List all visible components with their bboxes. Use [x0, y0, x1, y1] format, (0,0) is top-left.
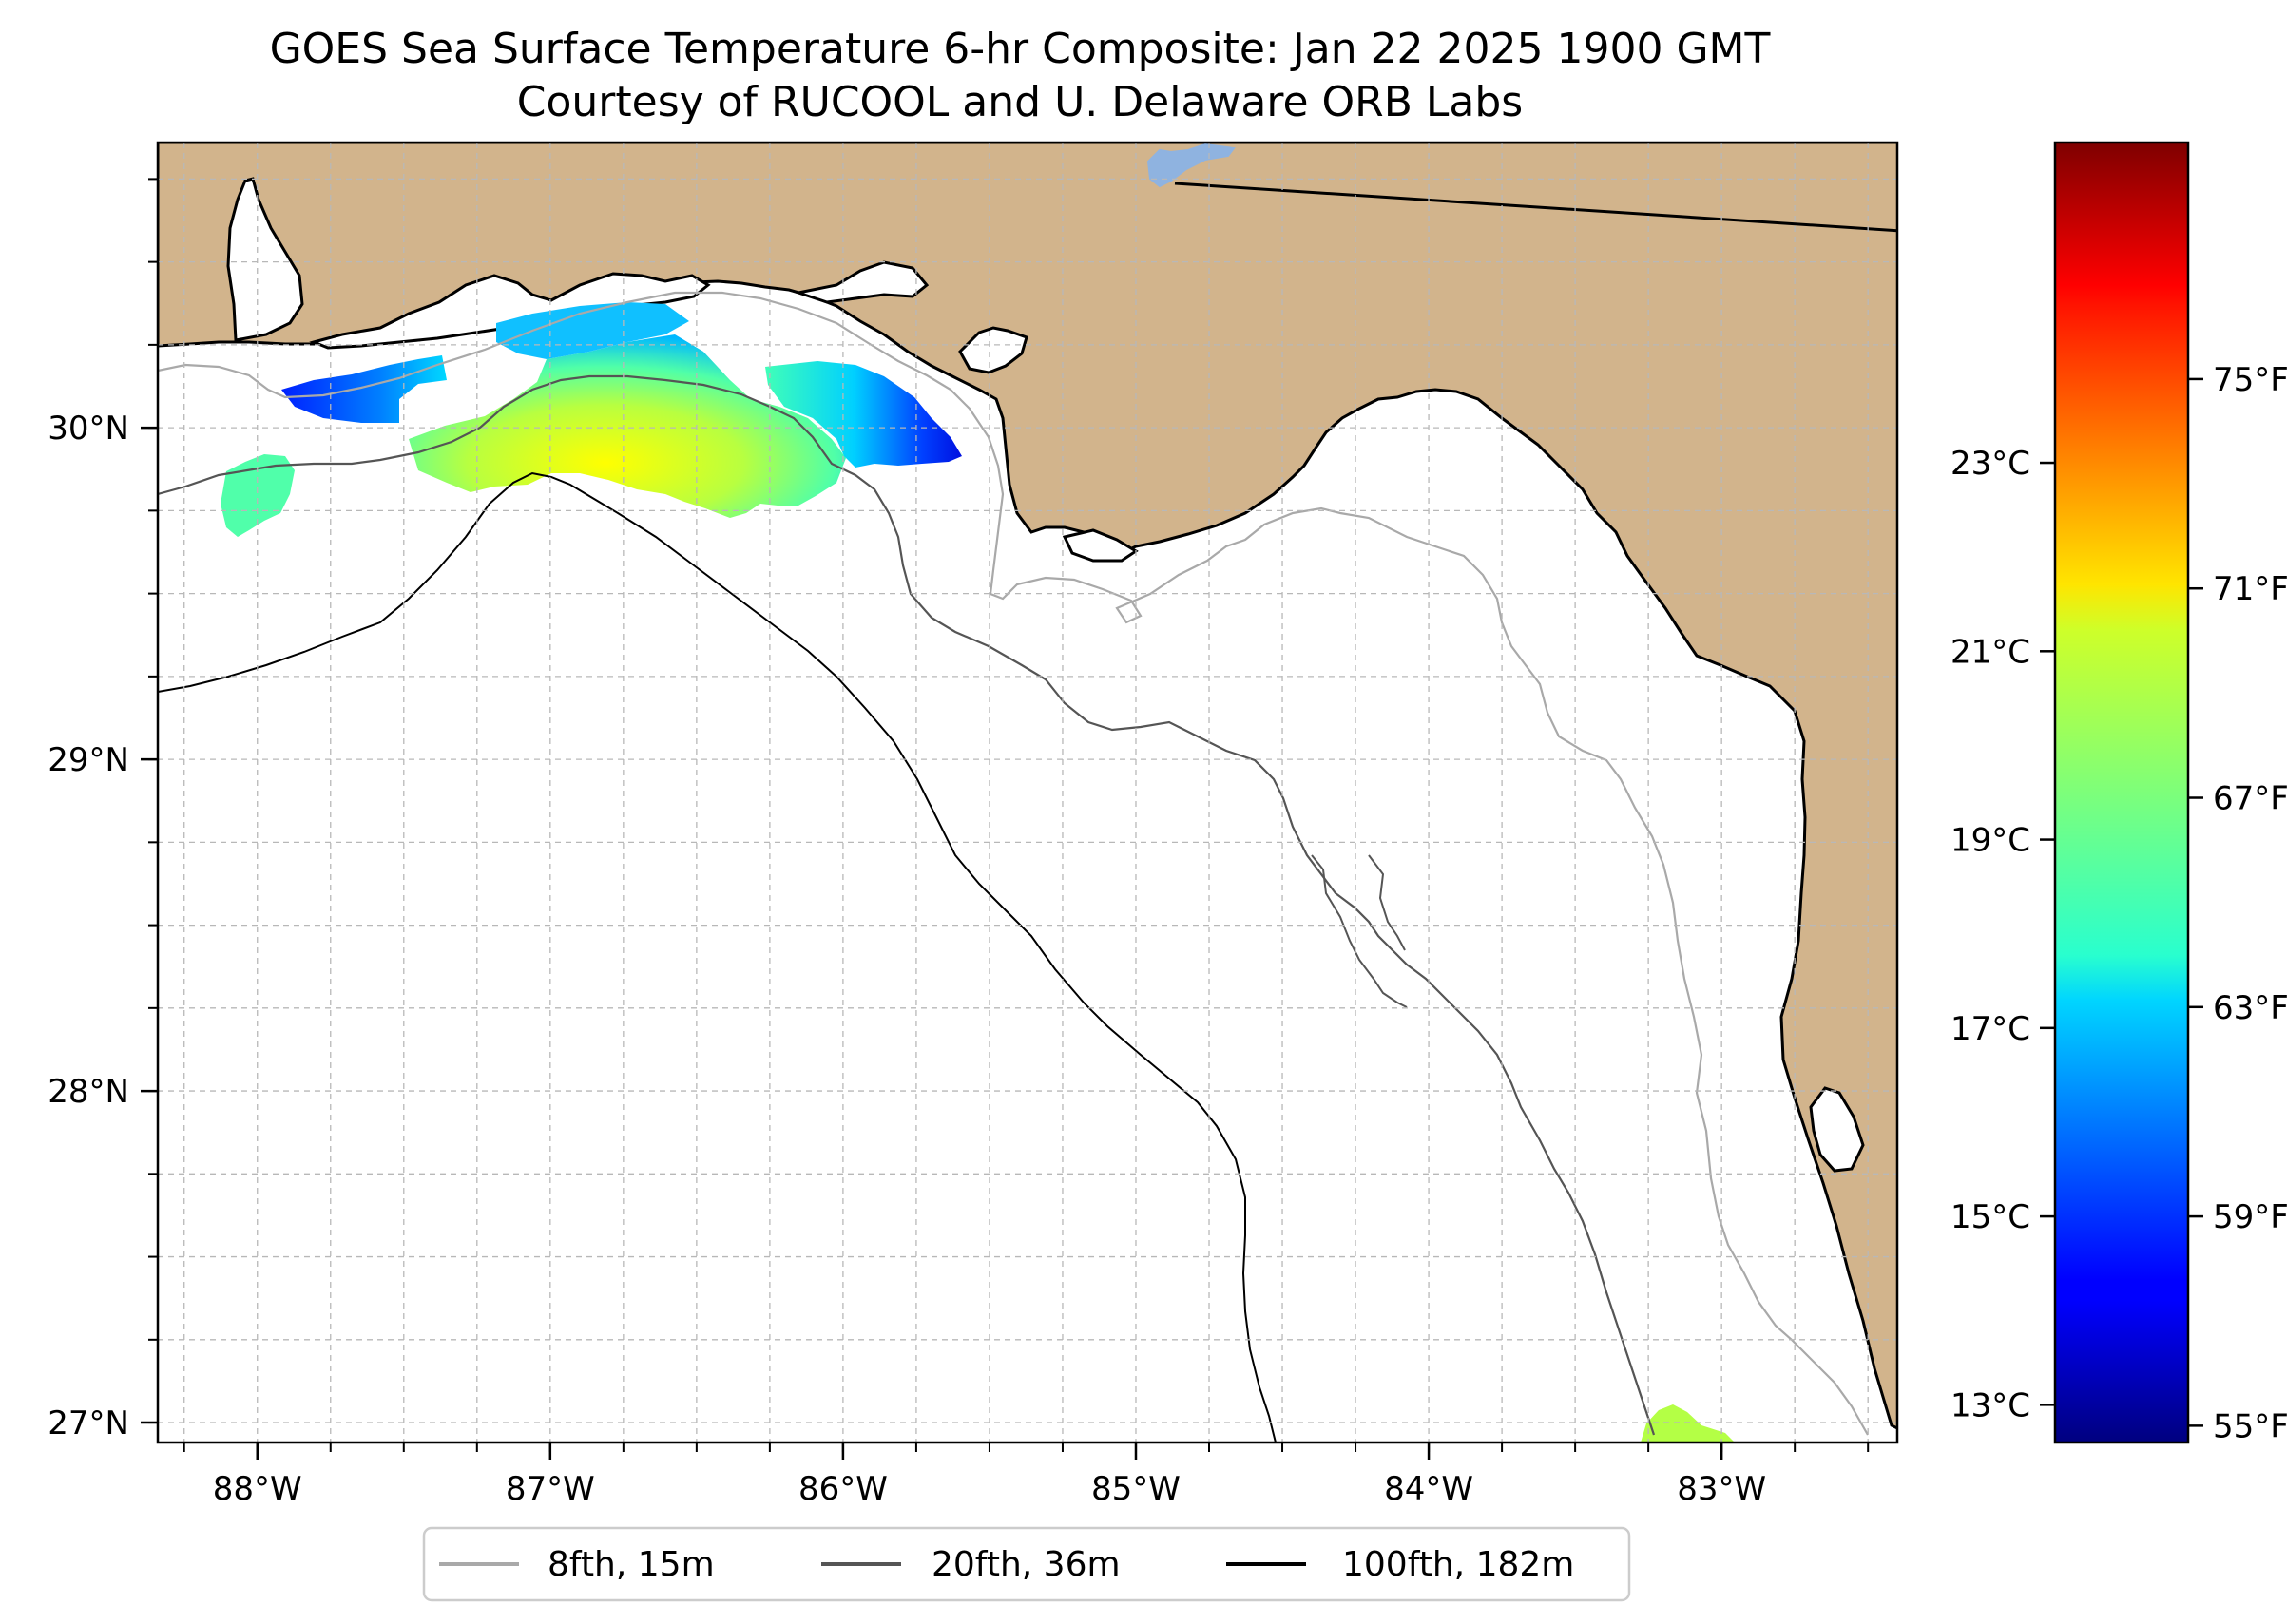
colorbar-celsius-label: 23°C — [1951, 445, 2030, 483]
colorbar-celsius-label: 21°C — [1951, 633, 2030, 671]
colorbar-celsius-label: 13°C — [1951, 1386, 2030, 1424]
x-tick-label: 83°W — [1677, 1470, 1766, 1508]
st-andrew-bay — [958, 326, 1028, 374]
x-tick-label: 87°W — [506, 1470, 595, 1508]
map-frame — [156, 141, 1899, 1444]
legend: 8fth, 15m 20fth, 36m 100fth, 182m — [422, 1526, 1631, 1602]
colorbar-celsius-label: 15°C — [1951, 1198, 2030, 1236]
title-line-2: Courtesy of RUCOOL and U. Delaware ORB L… — [517, 78, 1523, 126]
colorbar-fahrenheit-label: 71°F — [2213, 570, 2287, 608]
state-border — [1174, 182, 1897, 233]
x-tick-label: 86°W — [798, 1470, 888, 1508]
title-line-1: GOES Sea Surface Temperature 6-hr Compos… — [270, 25, 1771, 73]
colorbar-gradient — [2055, 143, 2188, 1442]
colorbar: 13°C 15°C 17°C 19°C 21°C 23°C 55°F 59°F 63°F 67°… — [1951, 141, 2287, 1445]
longitude-axis: 88°W 87°W 86°W 85°W 84°W 83°W — [183, 1442, 1870, 1508]
sst-patch-west — [281, 355, 447, 423]
coastal-bays — [309, 272, 711, 350]
grid-lines — [158, 143, 1897, 1442]
isobath-100fth — [158, 471, 1277, 1442]
y-tick-label: 28°N — [48, 1073, 129, 1111]
colorbar-fahrenheit-label: 67°F — [2213, 780, 2287, 818]
y-tick-label: 29°N — [48, 741, 129, 779]
legend-box — [422, 1526, 1631, 1602]
colorbar-fahrenheit-label: 59°F — [2213, 1198, 2287, 1236]
x-tick-label: 88°W — [213, 1470, 302, 1508]
map-panel: 88°W 87°W 86°W 85°W 84°W 83°W 30°N 29°N 28°N 27°… — [48, 141, 1899, 1508]
colorbar-celsius-axis: 13°C 15°C 17°C 19°C 21°C 23°C — [1951, 445, 2055, 1424]
colorbar-fahrenheit-axis: 55°F 59°F 63°F 67°F 71°F 75°F — [2188, 361, 2287, 1445]
map-content — [158, 143, 1897, 1442]
sst-patch-main — [409, 334, 846, 518]
sst-patch-south — [1641, 1404, 1735, 1442]
isobath-20fth — [158, 374, 1656, 1436]
colorbar-celsius-label: 19°C — [1951, 822, 2030, 860]
colorbar-fahrenheit-label: 75°F — [2213, 361, 2287, 399]
isobaths — [158, 291, 1869, 1442]
sst-patch-top — [496, 302, 689, 359]
latitude-axis: 30°N 29°N 28°N 27°N — [48, 178, 158, 1442]
apalachicola-bay — [1062, 528, 1139, 563]
y-tick-label: 27°N — [48, 1404, 129, 1442]
x-tick-label: 84°W — [1384, 1470, 1473, 1508]
sst-patches — [221, 302, 1735, 1442]
legend-label-8fth: 8fth, 15m — [548, 1545, 715, 1584]
isobath-20fth-keys — [1311, 854, 1408, 1008]
sst-patch-small-west — [221, 454, 295, 537]
sst-patch-east — [765, 361, 962, 468]
colorbar-frame — [2053, 141, 2190, 1444]
legend-label-100fth: 100fth, 182m — [1342, 1545, 1574, 1584]
mobile-bay — [226, 177, 304, 342]
x-tick-label: 85°W — [1091, 1470, 1181, 1508]
colorbar-fahrenheit-label: 63°F — [2213, 989, 2287, 1027]
isobath-8fth — [158, 291, 1869, 1436]
colorbar-fahrenheit-label: 55°F — [2213, 1407, 2287, 1445]
lake-seminole — [1146, 143, 1236, 188]
y-tick-label: 30°N — [48, 410, 129, 448]
legend-label-20fth: 20fth, 36m — [932, 1545, 1121, 1584]
choctaw-bay — [793, 260, 930, 304]
colorbar-celsius-label: 17°C — [1951, 1010, 2030, 1048]
